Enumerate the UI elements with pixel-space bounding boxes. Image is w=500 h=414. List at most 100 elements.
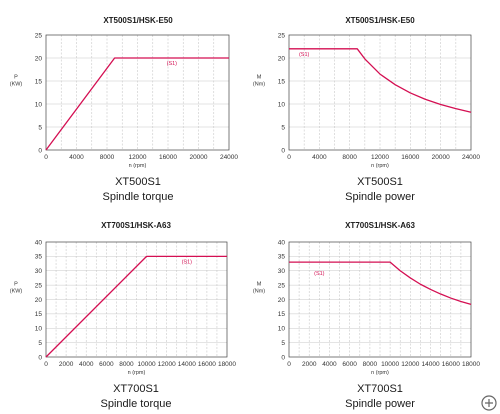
y-tick-label: 20 bbox=[35, 55, 43, 62]
x-tick-label: 16000 bbox=[159, 154, 177, 161]
chart-title: XT500S1/HSK-E50 bbox=[345, 16, 415, 25]
chart-title: XT500S1/HSK-E50 bbox=[103, 16, 173, 25]
y-tick-label: 30 bbox=[35, 268, 43, 275]
chart-panel-3: XT700S1/HSK-A63 0 2000 4000 6000 8000 10000 120… bbox=[10, 221, 237, 410]
x-tick-label: 6000 bbox=[342, 361, 357, 368]
chart-caption-label: Spindle torque bbox=[103, 191, 174, 203]
y-axis-label: P bbox=[14, 75, 18, 81]
x-tick-label: 0 bbox=[287, 361, 291, 368]
y-tick-label: 15 bbox=[278, 311, 286, 318]
y-tick-label: 35 bbox=[278, 254, 286, 261]
chart-caption-label: Spindle torque bbox=[101, 398, 172, 410]
plus-glyph bbox=[485, 399, 493, 407]
x-tick-label: 10000 bbox=[138, 361, 156, 368]
x-tick-label: 8000 bbox=[363, 361, 378, 368]
y-tick-label: 10 bbox=[278, 326, 286, 333]
x-tick-label: 18000 bbox=[218, 361, 236, 368]
x-tick-label: 16000 bbox=[198, 361, 216, 368]
y-tick-label: 0 bbox=[281, 147, 285, 154]
chart-title: XT700S1/HSK-A63 bbox=[101, 221, 171, 230]
y-tick-label: 10 bbox=[278, 101, 286, 108]
x-axis-label: n (rpm) bbox=[371, 163, 389, 169]
y-tick-label: 40 bbox=[278, 239, 286, 246]
x-tick-label: 0 bbox=[287, 154, 291, 161]
y-tick-label: 15 bbox=[35, 311, 43, 318]
chart-panel-1: XT500S1/HSK-E50 0 4000 8000 12000 16000 20000 2… bbox=[10, 16, 239, 203]
x-tick-label: 20000 bbox=[432, 154, 450, 161]
series-annotation-s1: (S1) bbox=[299, 52, 310, 58]
y-tick-label: 0 bbox=[281, 354, 285, 361]
chart-caption-model: XT700S1 bbox=[113, 383, 159, 395]
x-tick-label: 4000 bbox=[322, 361, 337, 368]
y-tick-label: 15 bbox=[278, 78, 286, 85]
chart-caption-label: Spindle power bbox=[345, 398, 415, 410]
x-tick-label: 14000 bbox=[422, 361, 440, 368]
y-tick-label: 5 bbox=[281, 124, 285, 131]
y-tick-label: 20 bbox=[35, 297, 43, 304]
y-tick-label: 25 bbox=[35, 282, 43, 289]
y-tick-label: 30 bbox=[278, 268, 286, 275]
x-tick-label: 14000 bbox=[178, 361, 196, 368]
y-axis-label: M bbox=[257, 75, 262, 81]
chart-title: XT700S1/HSK-A63 bbox=[345, 221, 415, 230]
y-tick-label: 20 bbox=[278, 297, 286, 304]
x-tick-label: 20000 bbox=[189, 154, 207, 161]
y-tick-label: 15 bbox=[35, 78, 43, 85]
x-tick-label: 12000 bbox=[401, 361, 419, 368]
x-tick-label: 8000 bbox=[342, 154, 357, 161]
series-line-s1 bbox=[289, 261, 472, 306]
y-axis-unit: (KW) bbox=[10, 82, 23, 88]
x-tick-label: 4000 bbox=[69, 154, 84, 161]
corner-icon-group[interactable] bbox=[481, 395, 497, 411]
y-tick-label: 5 bbox=[38, 124, 42, 131]
x-tick-label: 8000 bbox=[100, 154, 115, 161]
plot-frame bbox=[45, 34, 230, 151]
x-tick-label: 12000 bbox=[128, 154, 146, 161]
y-tick-label: 40 bbox=[35, 239, 43, 246]
y-tick-label: 10 bbox=[35, 326, 43, 333]
chart-caption-label: Spindle power bbox=[345, 191, 415, 203]
y-tick-label: 25 bbox=[278, 32, 286, 39]
chart-panel-4: XT700S1/HSK-A63 0 2000 4000 6000 8000 10000 120… bbox=[253, 221, 481, 410]
chart-panel-2: XT500S1/HSK-E50 0 4000 8000 12000 16000 20000 2… bbox=[253, 16, 481, 203]
y-axis-label: M bbox=[257, 282, 262, 288]
y-tick-label: 5 bbox=[38, 340, 42, 347]
x-tick-label: 16000 bbox=[401, 154, 419, 161]
series-line-s1 bbox=[45, 57, 229, 151]
x-tick-label: 0 bbox=[44, 361, 48, 368]
x-tick-label: 10000 bbox=[381, 361, 399, 368]
y-tick-label: 0 bbox=[38, 147, 42, 154]
x-axis-label: n (rpm) bbox=[129, 163, 147, 169]
series-line-s1 bbox=[45, 255, 227, 358]
series-line-s1 bbox=[289, 48, 472, 113]
y-tick-label: 35 bbox=[35, 254, 43, 261]
x-tick-label: 24000 bbox=[462, 154, 480, 161]
x-tick-label: 4000 bbox=[79, 361, 94, 368]
x-tick-label: 2000 bbox=[302, 361, 317, 368]
x-tick-label: 8000 bbox=[119, 361, 134, 368]
x-tick-label: 2000 bbox=[59, 361, 74, 368]
x-tick-label: 12000 bbox=[158, 361, 176, 368]
chart-caption-model: XT500S1 bbox=[115, 176, 161, 188]
y-tick-label: 20 bbox=[278, 55, 286, 62]
x-tick-label: 18000 bbox=[462, 361, 480, 368]
series-annotation-s1: (S1) bbox=[314, 271, 325, 277]
x-tick-label: 16000 bbox=[442, 361, 460, 368]
series-annotation-s1: (S1) bbox=[167, 61, 178, 67]
plot-frame bbox=[288, 241, 472, 358]
series-annotation-s1: (S1) bbox=[182, 259, 193, 265]
y-axis-unit: (Nm) bbox=[253, 289, 265, 295]
x-tick-label: 0 bbox=[44, 154, 48, 161]
y-tick-label: 25 bbox=[278, 282, 286, 289]
y-axis-unit: (KW) bbox=[10, 289, 23, 295]
x-tick-label: 4000 bbox=[312, 154, 327, 161]
chart-caption-model: XT500S1 bbox=[357, 176, 403, 188]
plot-frame bbox=[45, 241, 228, 358]
y-tick-label: 25 bbox=[35, 32, 43, 39]
y-tick-label: 5 bbox=[281, 340, 285, 347]
chart-caption-model: XT700S1 bbox=[357, 383, 403, 395]
y-axis-label: P bbox=[14, 282, 18, 288]
x-axis-label: n (rpm) bbox=[371, 370, 389, 376]
x-tick-label: 6000 bbox=[99, 361, 114, 368]
